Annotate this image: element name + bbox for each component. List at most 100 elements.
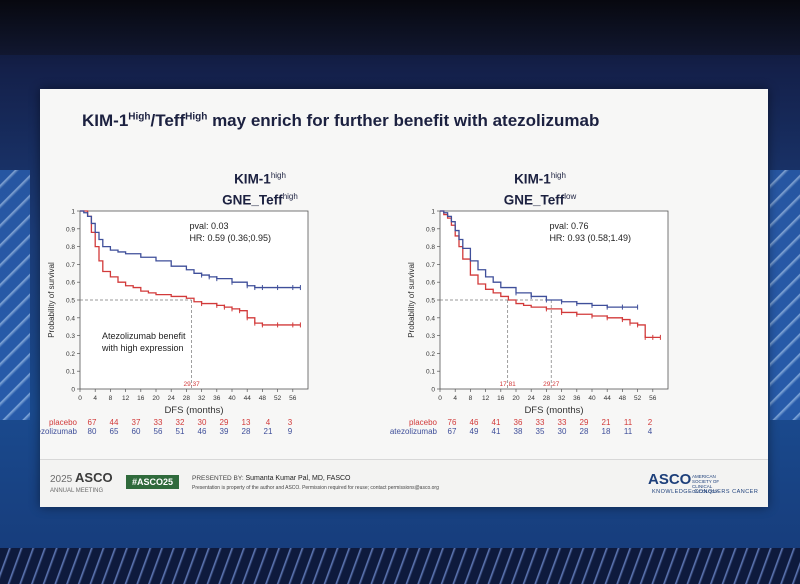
right-risk-atezolizumab-cell: 49 bbox=[470, 427, 479, 436]
right-risk-placebo-cell: 36 bbox=[514, 418, 523, 427]
meeting-badge: 2025 ASCO ANNUAL MEETING bbox=[50, 470, 113, 496]
left-risk-label-placebo: placebo bbox=[49, 418, 78, 427]
right-hr-annotation: HR: 0.93 (0.58;1.49) bbox=[549, 233, 631, 243]
left-risk-atezolizumab-cell: 46 bbox=[198, 427, 207, 436]
left-risk-atezolizumab-cell: 39 bbox=[220, 427, 229, 436]
right-risk-atezolizumab-cell: 11 bbox=[624, 427, 633, 436]
hashtag-badge: #ASCO25 bbox=[126, 475, 180, 489]
right-y-tick-label: 1 bbox=[431, 209, 435, 216]
title-sup-2: High bbox=[185, 111, 208, 123]
right-pval-annotation: pval: 0.76 bbox=[549, 221, 588, 231]
left-risk-placebo-cell: 33 bbox=[154, 418, 163, 427]
left-x-tick-label: 32 bbox=[198, 395, 206, 402]
right-risk-placebo-cell: 41 bbox=[492, 418, 501, 427]
left-risk-atezolizumab-cell: 65 bbox=[110, 427, 119, 436]
right-risk-placebo-cell: 21 bbox=[602, 418, 611, 427]
left-median-label: 29.37 bbox=[183, 381, 200, 388]
meeting-org: ASCO bbox=[75, 470, 113, 485]
km-chart-right: Probability of survival DFS (months) 0 0.1 0… bbox=[390, 209, 669, 436]
right-risk-placebo-cell: 33 bbox=[536, 418, 545, 427]
left-risk-placebo-cell: 13 bbox=[242, 418, 251, 427]
right-y-tick-label: 0.3 bbox=[426, 333, 435, 340]
left-risk-placebo-cell: 67 bbox=[88, 418, 97, 427]
left-y-tick-label: 0.2 bbox=[66, 351, 75, 358]
left-y-tick-label: 0.5 bbox=[66, 298, 75, 305]
ceiling bbox=[0, 0, 800, 55]
meeting-year: 2025 bbox=[50, 474, 73, 485]
title-main: KIM-1 bbox=[82, 111, 129, 130]
right-median-label: 17.81 bbox=[500, 381, 517, 388]
stage-floor bbox=[0, 548, 800, 584]
right-median-label: 29.27 bbox=[543, 381, 560, 388]
right-y-tick-label: 0.5 bbox=[426, 298, 435, 305]
km-chart-left: Probability of survival DFS (months) 0 0.1 0… bbox=[40, 209, 309, 436]
asco-logo-subtitle: AMERICAN SOCIETY OF CLINICAL ONCOLOGY bbox=[692, 474, 720, 494]
left-x-tick-label: 8 bbox=[109, 395, 113, 402]
left-x-axis-label: DFS (months) bbox=[164, 405, 223, 416]
presented-by-label: PRESENTED BY: bbox=[192, 475, 244, 482]
left-risk-atezolizumab-cell: 80 bbox=[88, 427, 97, 436]
left-risk-placebo-cell: 44 bbox=[110, 418, 119, 427]
right-risk-placebo-cell: 33 bbox=[558, 418, 567, 427]
presenter-info: PRESENTED BY: Sumanta Kumar Pal, MD, FAS… bbox=[192, 474, 439, 493]
right-risk-placebo-cell: 11 bbox=[624, 418, 633, 427]
right-y-tick-label: 0.7 bbox=[426, 262, 435, 269]
left-risk-atezolizumab-cell: 9 bbox=[288, 427, 293, 436]
asco-logo: ASCO bbox=[648, 471, 692, 488]
left-wall-stripes bbox=[0, 170, 30, 420]
left-risk-placebo-cell: 37 bbox=[132, 418, 141, 427]
right-x-tick-label: 48 bbox=[619, 395, 627, 402]
right-x-tick-label: 12 bbox=[482, 395, 490, 402]
right-y-tick-label: 0.8 bbox=[426, 244, 435, 251]
left-x-tick-label: 40 bbox=[228, 395, 236, 402]
left-risk-atezolizumab-cell: 56 bbox=[154, 427, 163, 436]
right-risk-atezolizumab-cell: 4 bbox=[648, 427, 653, 436]
left-x-tick-label: 28 bbox=[183, 395, 191, 402]
title-rest: may enrich for further benefit with atez… bbox=[207, 111, 600, 130]
left-risk-label-atezolizumab: atezolizumab bbox=[40, 427, 78, 436]
right-x-tick-label: 4 bbox=[453, 395, 457, 402]
presentation-slide: KIM-1High/TeffHigh may enrich for furthe… bbox=[40, 89, 768, 507]
left-risk-atezolizumab-cell: 60 bbox=[132, 427, 141, 436]
right-risk-atezolizumab-cell: 28 bbox=[580, 427, 589, 436]
right-risk-atezolizumab-cell: 67 bbox=[448, 427, 457, 436]
left-risk-atezolizumab-cell: 28 bbox=[242, 427, 251, 436]
left-hr-annotation: HR: 0.59 (0.36;0.95) bbox=[189, 233, 271, 243]
left-risk-atezolizumab-cell: 21 bbox=[264, 427, 273, 436]
right-risk-atezolizumab-cell: 18 bbox=[602, 427, 611, 436]
left-title-line1: KIM-1 bbox=[234, 171, 271, 187]
right-title-line1: KIM-1 bbox=[514, 171, 551, 187]
right-x-tick-label: 0 bbox=[438, 395, 442, 402]
right-risk-placebo-cell: 46 bbox=[470, 418, 479, 427]
right-title-line2-sup: low bbox=[564, 191, 577, 201]
right-panel-title: KIM-1high GNE_Tefflow bbox=[480, 167, 600, 208]
right-x-axis-label: DFS (months) bbox=[524, 405, 583, 416]
presenter-name: Sumanta Kumar Pal, MD, FASCO bbox=[245, 475, 351, 482]
right-y-tick-label: 0.1 bbox=[426, 369, 435, 376]
right-wall-stripes bbox=[770, 170, 800, 420]
meeting-name: ANNUAL MEETING bbox=[50, 488, 104, 494]
left-x-tick-label: 44 bbox=[244, 395, 252, 402]
right-risk-placebo-cell: 29 bbox=[580, 418, 589, 427]
right-x-tick-label: 20 bbox=[512, 395, 520, 402]
right-risk-atezolizumab-cell: 41 bbox=[492, 427, 501, 436]
left-title-line2: GNE_Teff bbox=[222, 192, 283, 207]
left-series-atezolizumab bbox=[80, 210, 301, 289]
left-risk-placebo-cell: 3 bbox=[288, 418, 293, 427]
right-x-tick-label: 36 bbox=[573, 395, 581, 402]
right-x-tick-label: 40 bbox=[588, 395, 596, 402]
left-title-line1-sup: high bbox=[270, 171, 286, 180]
title-sup-1: High bbox=[128, 111, 151, 123]
left-y-tick-label: 0.8 bbox=[66, 244, 75, 251]
right-risk-atezolizumab-cell: 30 bbox=[558, 427, 567, 436]
left-risk-placebo-cell: 30 bbox=[198, 418, 207, 427]
left-y-axis-label: Probability of survival bbox=[47, 262, 56, 338]
right-risk-label-atezolizumab: atezolizumab bbox=[390, 427, 438, 436]
left-risk-placebo-cell: 32 bbox=[176, 418, 185, 427]
left-risk-atezolizumab-cell: 51 bbox=[176, 427, 185, 436]
left-benefit-note: with high expression bbox=[101, 343, 184, 353]
left-y-tick-label: 0.6 bbox=[66, 280, 75, 287]
left-risk-placebo-cell: 29 bbox=[220, 418, 229, 427]
left-series-placebo bbox=[80, 210, 301, 326]
left-x-tick-label: 0 bbox=[78, 395, 82, 402]
